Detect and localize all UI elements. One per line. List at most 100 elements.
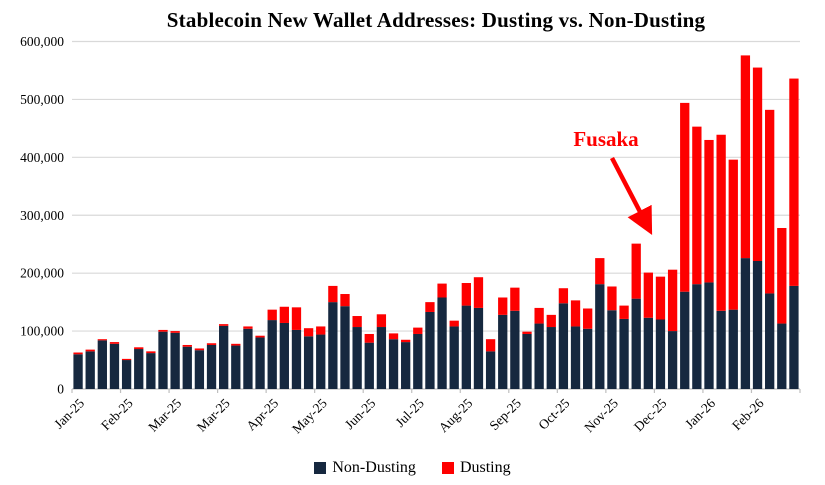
bar-non-dusting-segment	[303, 336, 314, 389]
bar-dusting-segment	[267, 309, 277, 321]
bar-dusting-segment	[498, 297, 508, 315]
bar-non-dusting-segment	[328, 302, 338, 389]
legend: Non-Dusting Dusting	[0, 459, 825, 477]
y-tick-label: 300,000	[20, 208, 64, 223]
bar-dusting-segment	[534, 307, 544, 324]
bar-dusting-segment	[777, 227, 787, 324]
bar-dusting-segment	[510, 287, 520, 311]
bar-dusting-segment	[449, 320, 459, 327]
bar-dusting-segment	[376, 314, 387, 328]
bar-non-dusting-segment	[595, 284, 605, 389]
bar-dusting-segment	[170, 331, 180, 333]
bar-non-dusting-segment	[692, 284, 702, 389]
bar-dusting-segment	[303, 328, 314, 337]
legend-label-non-dusting: Non-Dusting	[332, 459, 416, 476]
bar-non-dusting-segment	[194, 350, 205, 389]
bar-non-dusting-segment	[655, 319, 666, 389]
x-tick-label: Jun-25	[342, 395, 379, 432]
x-tick-label: Sep-25	[486, 395, 524, 433]
bar-dusting-segment	[740, 55, 751, 259]
bar-non-dusting-segment	[291, 329, 302, 389]
bar-dusting-segment	[558, 288, 569, 304]
bar-non-dusting-segment	[534, 323, 544, 389]
bar-non-dusting-segment	[473, 307, 484, 389]
legend-label-dusting: Dusting	[459, 459, 511, 476]
bar-non-dusting-segment	[510, 310, 520, 389]
bar-dusting-segment	[291, 307, 302, 330]
bar-non-dusting-segment	[546, 327, 556, 389]
bar-dusting-segment	[728, 159, 738, 310]
bar-non-dusting-segment	[728, 309, 738, 389]
dusting-swatch-icon	[441, 462, 454, 474]
bar-non-dusting-segment	[340, 306, 350, 389]
bar-dusting-segment	[279, 306, 289, 323]
bar-non-dusting-segment	[206, 344, 217, 389]
bar-dusting-segment	[413, 327, 423, 334]
bar-dusting-segment	[243, 326, 253, 329]
bar-dusting-segment	[134, 347, 144, 350]
bar-non-dusting-segment	[777, 323, 787, 389]
bar-dusting-segment	[219, 324, 229, 326]
bar-non-dusting-segment	[789, 285, 799, 389]
bar-dusting-segment	[401, 339, 411, 343]
bar-non-dusting-segment	[522, 333, 532, 389]
bar-dusting-segment	[643, 272, 653, 318]
bar-dusting-segment	[667, 269, 678, 332]
bar-non-dusting-segment	[255, 337, 265, 389]
bar-dusting-segment	[704, 139, 714, 283]
x-tick-label: Apr-25	[243, 395, 281, 433]
bar-non-dusting-segment	[279, 322, 289, 389]
bar-dusting-segment	[473, 277, 484, 308]
x-tick-label: Feb-25	[98, 395, 136, 433]
x-tick-label: Mar-25	[145, 395, 184, 434]
y-tick-label: 400,000	[20, 150, 64, 165]
bar-dusting-segment	[752, 67, 763, 262]
bar-non-dusting-segment	[667, 331, 678, 389]
bar-dusting-segment	[607, 286, 617, 311]
bar-non-dusting-segment	[158, 331, 168, 389]
bar-non-dusting-segment	[182, 346, 192, 389]
bar-dusting-segment	[231, 343, 241, 346]
bar-dusting-segment	[109, 342, 120, 344]
bar-dusting-segment	[655, 276, 666, 320]
bar-dusting-segment	[680, 102, 690, 292]
y-tick-label: 0	[57, 382, 64, 397]
legend-item-non-dusting: Non-Dusting	[314, 459, 416, 477]
bar-non-dusting-segment	[607, 310, 617, 389]
bar-dusting-segment	[692, 126, 702, 285]
bar-dusting-segment	[206, 343, 217, 345]
x-tick-label: Nov-25	[581, 395, 621, 435]
non-dusting-swatch-icon	[314, 462, 327, 474]
bar-dusting-segment	[328, 285, 338, 303]
bar-dusting-segment	[631, 243, 641, 299]
bar-dusting-segment	[765, 109, 775, 294]
bar-non-dusting-segment	[583, 328, 593, 389]
chart-title: Stablecoin New Wallet Addresses: Dusting…	[166, 8, 706, 32]
bar-dusting-segment	[716, 134, 726, 311]
bar-non-dusting-segment	[316, 334, 326, 389]
bar-non-dusting-segment	[619, 318, 629, 389]
x-tick-label: Jan-26	[682, 395, 718, 431]
bar-non-dusting-segment	[425, 311, 435, 389]
bar-dusting-segment	[158, 329, 168, 332]
bar-non-dusting-segment	[388, 339, 399, 389]
x-tick-label: Jul-25	[392, 395, 427, 430]
x-tick-label: Jan-25	[51, 395, 87, 431]
bar-non-dusting-segment	[85, 351, 95, 389]
bar-dusting-segment	[255, 335, 265, 338]
bar-non-dusting-segment	[631, 298, 641, 389]
bar-non-dusting-segment	[364, 342, 374, 389]
bar-non-dusting-segment	[170, 332, 180, 389]
bar-dusting-segment	[425, 302, 435, 312]
bar-non-dusting-segment	[680, 291, 690, 389]
bar-non-dusting-segment	[109, 343, 120, 389]
bar-non-dusting-segment	[716, 310, 726, 389]
bar-non-dusting-segment	[765, 293, 775, 389]
bar-dusting-segment	[619, 305, 629, 319]
bar-non-dusting-segment	[570, 326, 581, 389]
bar-non-dusting-segment	[97, 340, 107, 389]
bar-non-dusting-segment	[437, 297, 447, 389]
bar-dusting-segment	[437, 283, 447, 298]
bar-non-dusting-segment	[243, 328, 253, 389]
